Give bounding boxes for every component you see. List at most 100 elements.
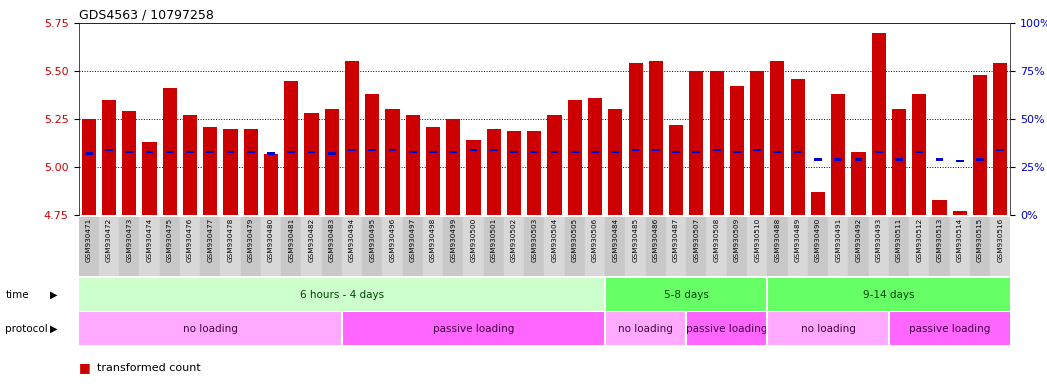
Text: GSM930486: GSM930486 xyxy=(653,218,659,262)
Text: GSM930506: GSM930506 xyxy=(593,218,598,262)
Text: GSM930500: GSM930500 xyxy=(470,218,476,262)
Bar xyxy=(98,217,119,276)
Bar xyxy=(264,154,279,215)
Bar xyxy=(382,217,403,276)
Text: no loading: no loading xyxy=(183,323,238,334)
Bar xyxy=(787,217,808,276)
Bar xyxy=(973,75,987,215)
Bar xyxy=(567,100,582,215)
Text: GSM930471: GSM930471 xyxy=(86,218,92,262)
Text: GSM930509: GSM930509 xyxy=(734,218,740,262)
Bar xyxy=(611,151,619,153)
Bar xyxy=(854,158,863,161)
Bar xyxy=(851,152,866,215)
Bar xyxy=(464,217,484,276)
Bar xyxy=(328,152,336,155)
Bar xyxy=(790,79,805,215)
Text: GSM930489: GSM930489 xyxy=(795,218,801,262)
Bar xyxy=(895,158,903,161)
Text: GSM930514: GSM930514 xyxy=(957,218,962,262)
Bar xyxy=(487,129,500,215)
Bar xyxy=(122,111,136,215)
Text: GSM930504: GSM930504 xyxy=(552,218,558,262)
Text: GSM930495: GSM930495 xyxy=(370,218,375,262)
Text: protocol: protocol xyxy=(5,323,48,334)
Text: GSM930516: GSM930516 xyxy=(997,218,1003,262)
Bar xyxy=(564,217,585,276)
Bar xyxy=(206,151,214,153)
Bar xyxy=(467,140,481,215)
Text: GSM930476: GSM930476 xyxy=(187,218,193,262)
Bar xyxy=(669,125,684,215)
Bar xyxy=(342,312,605,345)
Bar xyxy=(767,278,1010,311)
Bar xyxy=(305,113,318,215)
Text: 5-8 days: 5-8 days xyxy=(664,290,709,300)
Text: GSM930472: GSM930472 xyxy=(106,218,112,262)
Bar xyxy=(912,94,927,215)
Bar xyxy=(767,312,889,345)
Text: GSM930496: GSM930496 xyxy=(389,218,396,262)
Text: GSM930499: GSM930499 xyxy=(450,218,456,262)
Bar xyxy=(348,149,356,151)
Bar xyxy=(628,63,643,215)
Bar xyxy=(551,151,558,153)
Text: ▶: ▶ xyxy=(50,290,58,300)
Bar xyxy=(429,151,437,153)
Bar xyxy=(284,81,298,215)
Text: GSM930502: GSM930502 xyxy=(511,218,517,262)
Bar xyxy=(203,127,218,215)
Bar xyxy=(774,151,781,153)
Bar xyxy=(490,149,497,151)
Bar xyxy=(936,158,943,161)
Bar xyxy=(625,217,646,276)
Bar xyxy=(750,71,764,215)
Bar xyxy=(342,217,362,276)
Bar xyxy=(548,115,561,215)
Text: GSM930512: GSM930512 xyxy=(916,218,922,262)
Bar xyxy=(814,158,822,161)
Bar xyxy=(186,151,194,153)
Text: GDS4563 / 10797258: GDS4563 / 10797258 xyxy=(79,9,214,22)
Text: ■: ■ xyxy=(79,361,90,374)
Bar xyxy=(105,149,113,151)
Bar xyxy=(933,200,946,215)
Bar xyxy=(165,151,174,153)
Bar xyxy=(997,149,1004,151)
Text: GSM930511: GSM930511 xyxy=(896,218,901,262)
Text: GSM930505: GSM930505 xyxy=(572,218,578,262)
Text: transformed count: transformed count xyxy=(97,363,201,373)
Text: GSM930515: GSM930515 xyxy=(977,218,983,262)
Bar xyxy=(605,312,686,345)
Bar xyxy=(747,217,767,276)
Bar xyxy=(146,151,153,153)
Bar xyxy=(385,109,400,215)
Bar xyxy=(889,312,1010,345)
Bar xyxy=(672,151,680,153)
Bar xyxy=(449,151,458,153)
Bar xyxy=(976,158,984,161)
Text: passive loading: passive loading xyxy=(686,323,767,334)
Text: GSM930481: GSM930481 xyxy=(288,218,294,262)
Bar xyxy=(308,151,315,153)
Bar xyxy=(388,149,397,151)
Bar xyxy=(162,88,177,215)
Text: GSM930513: GSM930513 xyxy=(936,218,942,262)
Bar xyxy=(794,151,802,153)
Bar xyxy=(710,71,723,215)
Bar xyxy=(525,217,544,276)
Bar xyxy=(730,86,744,215)
Bar xyxy=(631,149,640,151)
Text: GSM930501: GSM930501 xyxy=(491,218,496,262)
Bar xyxy=(159,217,180,276)
Bar xyxy=(287,151,295,153)
Text: GSM930477: GSM930477 xyxy=(207,218,214,262)
Bar xyxy=(544,217,564,276)
Text: GSM930487: GSM930487 xyxy=(673,218,680,262)
Bar xyxy=(994,63,1007,215)
Text: GSM930494: GSM930494 xyxy=(349,218,355,262)
Bar xyxy=(531,151,538,153)
Bar xyxy=(875,151,883,153)
Bar xyxy=(344,61,359,215)
Bar xyxy=(713,149,720,151)
